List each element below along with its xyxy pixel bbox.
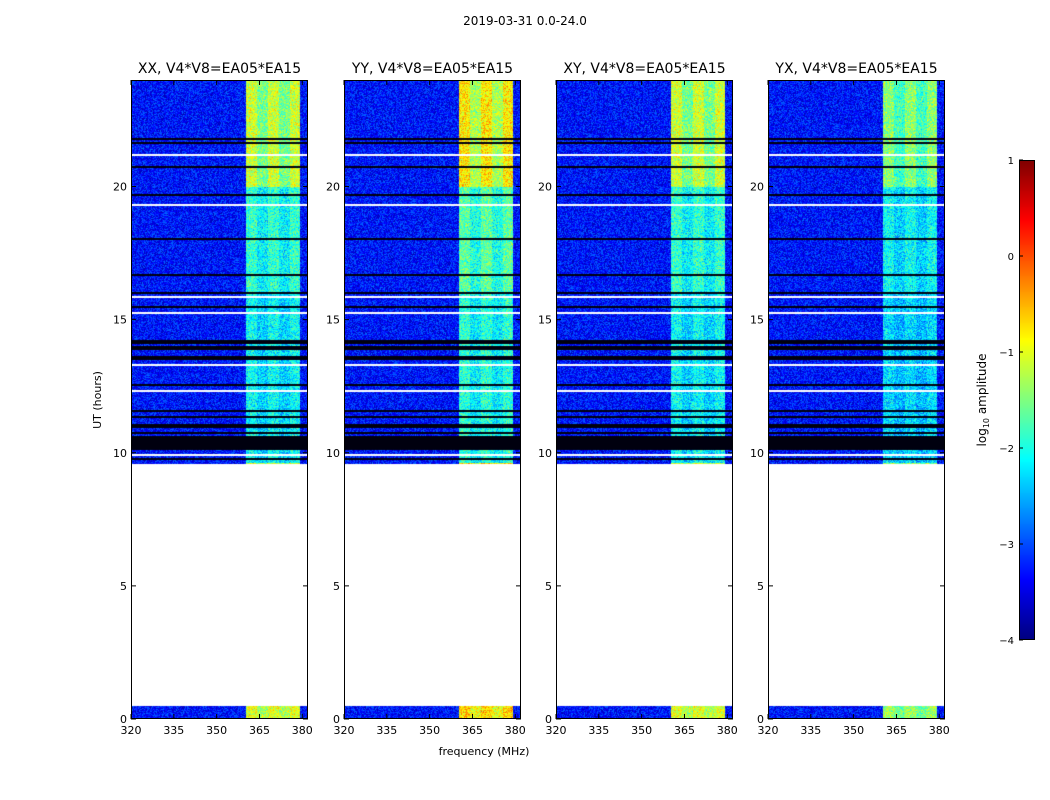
panel-title: XX, V4*V8=EA05*EA15 <box>138 61 301 77</box>
spectrogram-xx <box>131 80 308 719</box>
x-tick-label: 320 <box>334 724 355 737</box>
x-tick-label: 380 <box>717 724 738 737</box>
panel-title: XY, V4*V8=EA05*EA15 <box>563 61 725 77</box>
panel-frame <box>131 80 308 719</box>
colorbar-tick-label: −2 <box>999 444 1014 455</box>
colorbar-tick-label: −1 <box>999 348 1014 359</box>
colorbar-tick-label: 0 <box>1008 252 1014 263</box>
y-tick-label: 0 <box>120 713 127 726</box>
y-tick-label: 0 <box>757 713 764 726</box>
panel-frame <box>556 80 733 719</box>
colorbar-tick-label: −4 <box>999 636 1014 647</box>
y-tick-label: 10 <box>750 447 764 460</box>
x-tick-label: 335 <box>376 724 397 737</box>
x-tick-label: 320 <box>121 724 142 737</box>
x-tick-label: 350 <box>206 724 227 737</box>
panel-frame <box>344 80 521 719</box>
x-tick-label: 365 <box>249 724 270 737</box>
y-tick-label: 0 <box>545 713 552 726</box>
colorbar-gradient <box>1019 160 1035 640</box>
spectrogram-yx <box>768 80 945 719</box>
x-tick-label: 380 <box>929 724 950 737</box>
colorbar-tick-label: 1 <box>1008 156 1014 167</box>
y-tick-label: 15 <box>113 314 127 327</box>
y-tick-label: 5 <box>757 580 764 593</box>
x-tick-label: 335 <box>800 724 821 737</box>
x-tick-label: 320 <box>546 724 567 737</box>
x-tick-label: 350 <box>631 724 652 737</box>
x-tick-label: 365 <box>886 724 907 737</box>
panel-title: YY, V4*V8=EA05*EA15 <box>351 61 513 77</box>
y-tick-label: 10 <box>113 447 127 460</box>
y-axis-label: UT (hours) <box>91 371 104 429</box>
x-tick-label: 350 <box>419 724 440 737</box>
x-tick-label: 380 <box>505 724 526 737</box>
y-tick-label: 15 <box>750 314 764 327</box>
y-tick-label: 20 <box>538 181 552 194</box>
y-tick-label: 15 <box>538 314 552 327</box>
spectrogram-yy <box>344 80 521 719</box>
y-tick-label: 5 <box>120 580 127 593</box>
x-tick-label: 320 <box>758 724 779 737</box>
panel-frame <box>768 80 945 719</box>
y-tick-label: 20 <box>326 181 340 194</box>
x-tick-label: 380 <box>292 724 313 737</box>
y-tick-label: 15 <box>326 314 340 327</box>
figure-title: 2019-03-31 0.0-24.0 <box>463 14 587 28</box>
y-tick-label: 20 <box>750 181 764 194</box>
y-tick-label: 5 <box>545 580 552 593</box>
x-tick-label: 335 <box>588 724 609 737</box>
y-tick-label: 20 <box>113 181 127 194</box>
y-tick-label: 10 <box>326 447 340 460</box>
colorbar-tick-label: −3 <box>999 540 1014 551</box>
x-tick-label: 365 <box>462 724 483 737</box>
panel-title: YX, V4*V8=EA05*EA15 <box>774 61 937 77</box>
x-tick-label: 350 <box>843 724 864 737</box>
colorbar-frame <box>1019 160 1035 640</box>
spectrogram-xy <box>556 80 733 719</box>
colorbar-label: log10 amplitude <box>975 354 991 447</box>
x-tick-label: 335 <box>163 724 184 737</box>
y-tick-label: 0 <box>333 713 340 726</box>
y-tick-label: 5 <box>333 580 340 593</box>
x-tick-label: 365 <box>674 724 695 737</box>
y-tick-label: 10 <box>538 447 552 460</box>
x-axis-label: frequency (MHz) <box>439 745 530 758</box>
